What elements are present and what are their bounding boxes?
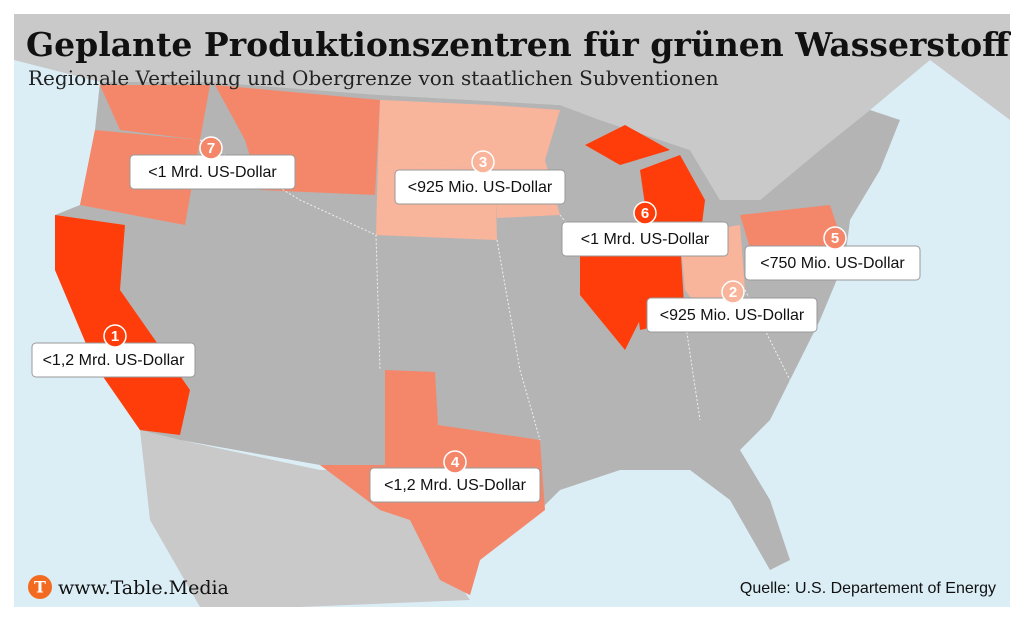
canada	[14, 14, 1010, 200]
michigan-lower	[640, 155, 705, 240]
hub-label: <1 Mrd. US-Dollar	[148, 164, 277, 181]
hub-number: 6	[641, 205, 649, 222]
hub-badge	[471, 150, 495, 174]
logo-letter: T	[34, 578, 46, 597]
hub-number: 2	[729, 284, 737, 301]
hub-badge	[199, 136, 223, 160]
hub-7-states	[80, 85, 380, 225]
hub-label: <1,2 Mrd. US-Dollar	[43, 352, 185, 369]
subtitle: Regionale Verteilung und Obergrenze von …	[28, 66, 719, 90]
hub-number: 4	[451, 454, 460, 471]
michigan-upper	[585, 125, 670, 165]
hub-number: 3	[479, 154, 487, 171]
washington	[100, 85, 210, 140]
hub-label: <925 Mio. US-Dollar	[660, 307, 805, 324]
mexico	[140, 430, 470, 607]
hub-badge	[633, 201, 657, 225]
north-dakota	[378, 100, 495, 170]
hub-badge	[103, 324, 127, 348]
california	[55, 215, 190, 435]
hub-number: 7	[207, 140, 215, 157]
hub-badge	[443, 450, 467, 474]
title: Geplante Produktionszentren für grünen W…	[26, 25, 1011, 64]
logo	[28, 575, 52, 599]
hub-badge	[721, 280, 745, 304]
hub-labels: <1,2 Mrd. US-Dollar 1 <925 Mio. US-Dollar 2…	[31, 136, 921, 503]
hub-number: 1	[111, 328, 119, 345]
hub-label: <750 Mio. US-Dollar	[760, 255, 905, 272]
source: Quelle: U.S. Departement of Energy	[740, 580, 996, 597]
hub-badge	[823, 226, 847, 250]
hub-label: <1,2 Mrd. US-Dollar	[384, 477, 526, 494]
illinois	[580, 240, 640, 350]
brand: www.Table.Media	[58, 577, 229, 599]
hub-number: 5	[831, 230, 839, 247]
hub-label: <925 Mio. US-Dollar	[408, 179, 553, 196]
hub-label: <1 Mrd. US-Dollar	[581, 231, 710, 248]
